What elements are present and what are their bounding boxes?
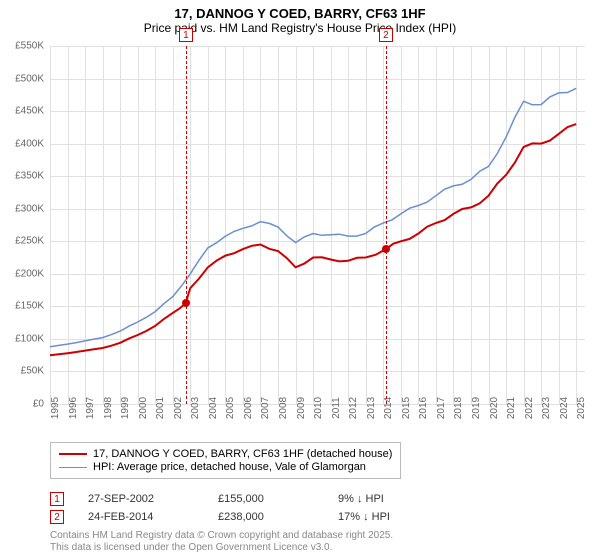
sale-row: 1 27-SEP-2002£155,0009% ↓ HPI (50, 490, 438, 508)
y-tick-label: £100K (15, 333, 44, 344)
y-tick-label: £400K (15, 138, 44, 149)
x-axis-labels: 1995199619971998199920002001200220032004… (50, 406, 585, 436)
sale-number: 1 (50, 492, 64, 506)
marker-number-box: 1 (179, 28, 193, 42)
title-subtitle: Price paid vs. HM Land Registry's House … (0, 21, 600, 35)
y-tick-label: £450K (15, 106, 44, 117)
chart-title: 17, DANNOG Y COED, BARRY, CF63 1HF Price… (0, 0, 600, 37)
legend-row: 17, DANNOG Y COED, BARRY, CF63 1HF (deta… (59, 448, 392, 460)
title-address: 17, DANNOG Y COED, BARRY, CF63 1HF (0, 6, 600, 21)
y-tick-label: £250K (15, 236, 44, 247)
sale-row: 2 24-FEB-2014£238,00017% ↓ HPI (50, 508, 438, 526)
marker-number-box: 2 (379, 28, 393, 42)
legend-swatch (59, 453, 87, 455)
marker-line (186, 46, 187, 404)
y-tick-label: £50K (21, 366, 44, 377)
marker-dot (182, 299, 190, 307)
marker-line (386, 46, 387, 404)
legend-swatch (59, 467, 87, 468)
sale-pct: 9% ↓ HPI (338, 493, 438, 505)
y-tick-label: £300K (15, 203, 44, 214)
series-price_paid (50, 124, 576, 355)
sale-price: £238,000 (218, 511, 338, 523)
sale-pct: 17% ↓ HPI (338, 511, 438, 523)
chart-plot-area: £0£50K£100K£150K£200K£250K£300K£350K£400… (50, 46, 585, 404)
legend-label: HPI: Average price, detached house, Vale… (93, 461, 366, 473)
marker-dot (382, 245, 390, 253)
y-tick-label: £550K (15, 41, 44, 52)
y-tick-label: £150K (15, 301, 44, 312)
attribution: Contains HM Land Registry data © Crown c… (50, 530, 393, 554)
sale-price: £155,000 (218, 493, 338, 505)
sales-table: 1 27-SEP-2002£155,0009% ↓ HPI 2 24-FEB-2014… (50, 490, 438, 526)
legend-label: 17, DANNOG Y COED, BARRY, CF63 1HF (deta… (93, 448, 392, 460)
series-hpi (50, 88, 576, 346)
y-tick-label: £350K (15, 171, 44, 182)
chart-lines (50, 46, 585, 404)
y-tick-label: £200K (15, 268, 44, 279)
y-axis-labels: £0£50K£100K£150K£200K£250K£300K£350K£400… (2, 46, 46, 404)
sale-date: 27-SEP-2002 (88, 493, 218, 505)
legend: 17, DANNOG Y COED, BARRY, CF63 1HF (deta… (50, 442, 401, 479)
attribution-line2: This data is licensed under the Open Gov… (50, 542, 393, 554)
legend-row: HPI: Average price, detached house, Vale… (59, 461, 392, 473)
sale-number: 2 (50, 510, 64, 524)
attribution-line1: Contains HM Land Registry data © Crown c… (50, 530, 393, 542)
sale-date: 24-FEB-2014 (88, 511, 218, 523)
y-tick-label: £0 (33, 399, 44, 410)
y-tick-label: £500K (15, 73, 44, 84)
